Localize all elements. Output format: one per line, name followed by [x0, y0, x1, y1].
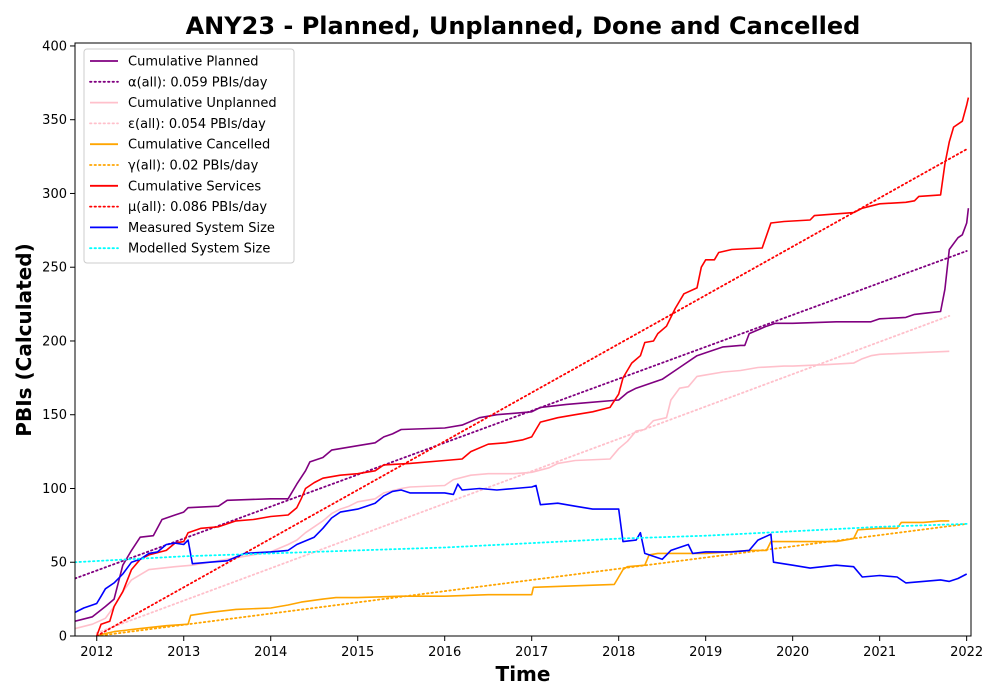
series-line-9 — [75, 483, 968, 614]
legend-label: Cumulative Planned — [128, 55, 258, 70]
y-tick-label: 400 — [42, 39, 67, 54]
series-line-4 — [95, 314, 951, 634]
x-tick-label: 2013 — [167, 645, 200, 660]
legend-label: α(all): 0.059 PBIs/day — [128, 75, 268, 90]
x-tick-label: 2017 — [515, 645, 548, 660]
chart-title: ANY23 - Planned, Unplanned, Done and Can… — [186, 12, 861, 40]
legend-label: γ(all): 0.02 PBIs/day — [128, 159, 259, 174]
series-line-6 — [95, 523, 968, 636]
legend-label: Measured System Size — [128, 221, 275, 236]
legend: Cumulative Planned α(all): 0.059 PBIs/day… — [83, 48, 295, 264]
legend-box — [83, 48, 295, 264]
series-group — [75, 97, 970, 636]
legend-label: Cumulative Cancelled — [128, 138, 270, 153]
series-line-7 — [95, 97, 970, 636]
x-tick-label: 2019 — [689, 645, 722, 660]
plot-border — [74, 42, 972, 637]
legend-label: Modelled System Size — [128, 242, 270, 257]
axes: 2012 2013 2014 2015 2016 2017 2018 2019 2020 2021… — [42, 39, 983, 660]
y-tick-label: 50 — [50, 556, 67, 571]
x-tick-label: 2018 — [602, 645, 635, 660]
x-tick-label: 2012 — [80, 645, 113, 660]
y-tick-label: 200 — [42, 334, 67, 349]
y-tick-label: 300 — [42, 187, 67, 202]
x-axis-label: Time — [496, 662, 551, 686]
y-tick-label: 150 — [42, 408, 67, 423]
series-line-10 — [75, 523, 968, 564]
legend-label: Cumulative Unplanned — [128, 96, 277, 111]
legend-label: ε(all): 0.054 PBIs/day — [128, 117, 266, 132]
y-tick-label: 350 — [42, 113, 67, 128]
series-line-1 — [75, 208, 970, 622]
y-tick-label: 100 — [42, 482, 67, 497]
x-tick-label: 2021 — [863, 645, 896, 660]
y-axis-label: PBIs (Calculated) — [12, 243, 36, 436]
legend-label: Cumulative Services — [128, 179, 261, 194]
x-tick-label: 2022 — [950, 645, 983, 660]
y-tick-label: 250 — [42, 261, 67, 276]
series-line-3 — [75, 350, 950, 630]
x-tick-label: 2015 — [341, 645, 374, 660]
x-tick-label: 2020 — [776, 645, 809, 660]
y-tick-label: 0 — [59, 630, 67, 645]
series-line-5 — [96, 520, 950, 636]
x-tick-label: 2014 — [254, 645, 287, 660]
legend-label: μ(all): 0.086 PBIs/day — [128, 200, 267, 215]
series-line-2 — [75, 250, 968, 580]
x-tick-label: 2016 — [428, 645, 461, 660]
